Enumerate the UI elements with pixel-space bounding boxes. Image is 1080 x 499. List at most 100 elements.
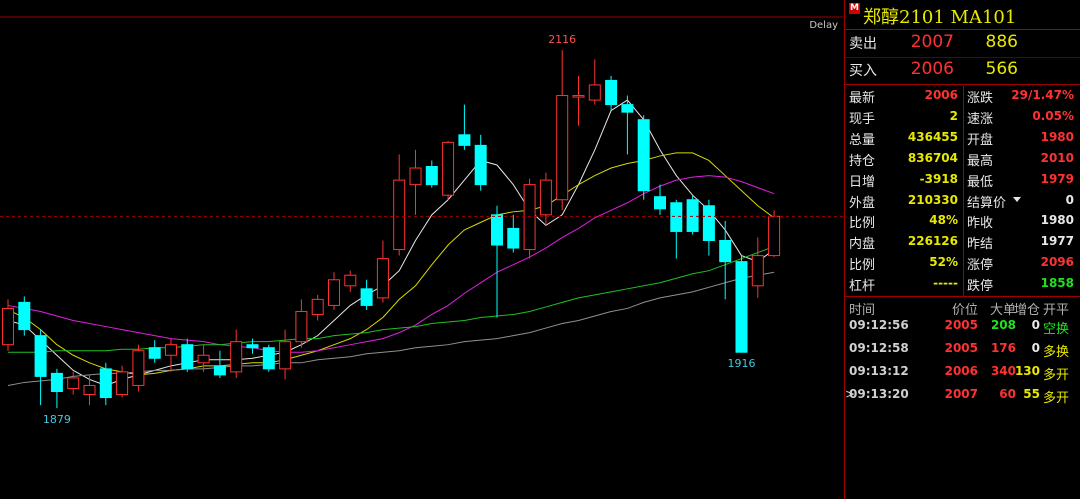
book-volume: 886 [985,32,1018,52]
candle-body [605,79,618,106]
candle-body [507,227,520,249]
trade-cell: 09:12:56 [849,318,909,332]
candle-body [213,365,226,376]
column-divider [963,86,964,296]
candle-body [491,214,503,246]
trade-cell: 多换 [1043,345,1070,360]
candle-body [751,255,764,287]
trade-cell: 340 [990,364,1016,378]
trade-column-header: 开平 [1043,303,1070,318]
quote-value: 436455 [907,129,958,144]
candle-body [165,344,177,356]
quote-label: 昨结 [967,237,994,253]
candle-body [197,354,210,364]
ma-line [7,175,775,353]
trade-cell: 09:13:20 [849,387,909,401]
quote-panel: M 郑醇2101 MA101 卖出 2007 886 买入 2006 566 最新 2006 涨… [844,0,1080,499]
candle-body [279,341,292,370]
book-price: 2006 [910,59,954,79]
candle-body [621,104,634,113]
candle-body [132,350,145,386]
book-volume: 566 [985,59,1018,79]
instrument-title: 郑醇2101 MA101 [863,7,1017,28]
trade-cell: 2005 [944,318,978,332]
book-label: 买入 [849,63,877,79]
candle-body [295,310,308,343]
quote-label: 涨跌 [967,91,994,106]
quote-value: 1977 [1040,234,1074,249]
candle-body [18,301,31,331]
quote-value: 0 [1065,192,1074,207]
quote-value: 1980 [1040,129,1074,144]
candle-body [376,258,389,299]
quote-value: 2006 [924,88,958,102]
trade-column-header: 价位 [951,303,978,318]
quote-value: 2010 [1040,150,1074,165]
candle-body [719,240,732,263]
selected-marker: > [845,387,856,401]
candlestick-chart: Delay 2116 1916 1879 [0,16,843,426]
candle-body [702,205,715,242]
quote-value: 2096 [1040,255,1074,270]
extreme-label: 2116 [548,33,576,46]
candle-body [458,134,471,146]
quote-value: 52% [929,255,958,270]
quote-label: 昨收 [967,216,994,232]
quote-value: ----- [933,276,958,291]
candle-body [654,196,666,210]
trade-cell: 多开 [1043,391,1070,406]
book-price: 2007 [910,32,954,52]
divider [845,84,1080,85]
candle-body [34,335,47,377]
trade-cell: 09:13:12 [849,364,909,378]
ma-line [8,246,775,353]
quote-label: 结算价 [967,195,1007,211]
trade-cell: 130 [1014,364,1040,378]
candle-body [523,184,536,251]
quote-label: 最新 [849,91,876,106]
trade-cell: 多开 [1043,368,1070,383]
trade-column-header: 增仓 [1013,303,1040,318]
candle-body [572,95,585,98]
quote-value: 48% [929,213,958,228]
trade-cell: 208 [990,318,1016,332]
trade-cell: 2005 [944,341,978,355]
divider [845,57,1080,58]
candle-body [735,261,748,353]
candle-body [474,144,487,186]
book-label: 卖出 [849,36,877,52]
candle-body [328,279,340,306]
dropdown-icon [1013,196,1021,202]
trade-cell: 60 [999,387,1016,401]
quote-value: 1979 [1040,171,1074,186]
quote-value: 29/1.47% [1011,88,1074,102]
trade-cell: 0 [1031,341,1040,355]
trade-cell: 09:12:58 [849,341,909,355]
candle-body [393,179,406,251]
candle-body [539,179,552,216]
trade-cell: 2006 [944,364,978,378]
candle-body [409,167,422,186]
extreme-label: 1879 [43,413,71,426]
trade-cell: 2007 [944,387,978,401]
candle-body [99,368,112,399]
ma-line [7,99,775,386]
quote-label: 比例 [849,216,876,232]
candle-body [556,95,569,201]
candle-body [588,84,601,101]
divider [845,296,1080,297]
delay-label: Delay [809,20,838,31]
quote-value: 836704 [907,150,958,165]
candle-body [686,199,699,232]
candle-body [311,298,324,315]
quote-label: 涨停 [967,258,994,274]
trade-column-header: 时间 [849,303,876,318]
candle-body [670,202,683,232]
candle-body [768,215,781,257]
badge: M [849,3,860,14]
candle-body [148,347,161,359]
trade-cell: 176 [990,341,1016,355]
quote-value: 2 [949,108,958,123]
candle-body [181,344,194,370]
